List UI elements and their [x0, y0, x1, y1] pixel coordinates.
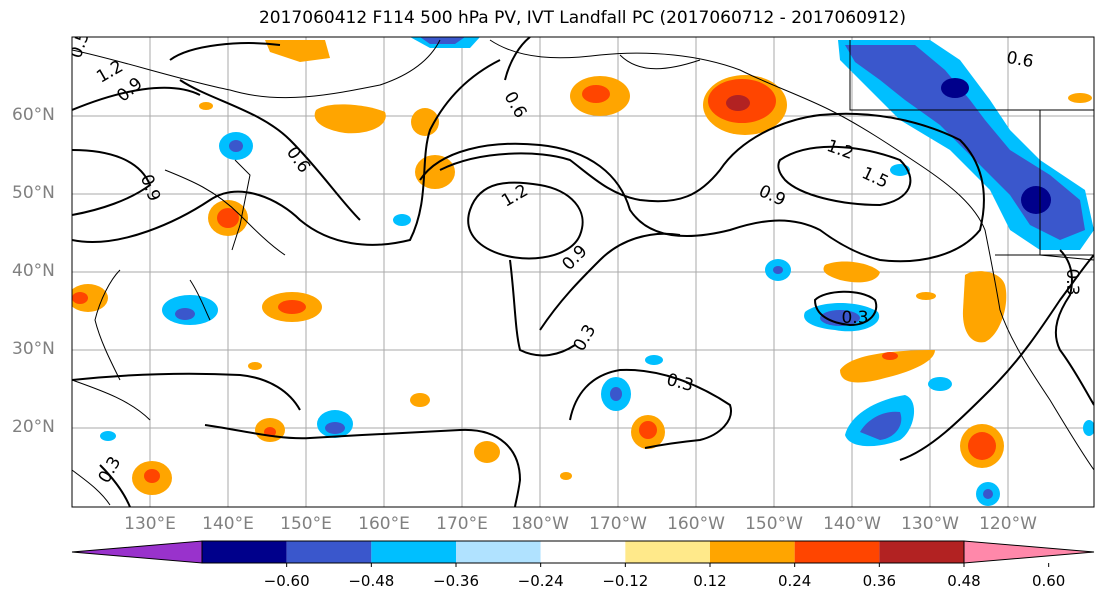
colorbar-extend-high	[963, 540, 1095, 564]
lon-label: 120°W	[979, 514, 1037, 534]
colorbar-segment	[286, 541, 372, 563]
lon-label: 130°E	[124, 514, 176, 534]
lon-label: 140°E	[202, 514, 254, 534]
colorbar-segment	[456, 541, 541, 563]
lon-label: 140°W	[823, 514, 881, 534]
lon-label: 170°E	[436, 514, 488, 534]
lat-label: 20°N	[12, 417, 55, 437]
pv-contours	[72, 37, 1094, 507]
colorbar-tick-label: −0.60	[263, 572, 310, 590]
lon-label: 180°W	[511, 514, 569, 534]
lon-label: 130°W	[901, 514, 959, 534]
colorbar-segment	[710, 541, 795, 563]
map-title: 2017060412 F114 500 hPa PV, IVT Landfall…	[258, 8, 906, 28]
lat-label: 60°N	[12, 105, 55, 125]
contour-label: 0.3	[1062, 268, 1082, 295]
lat-label: 50°N	[12, 183, 55, 203]
colorbar-tick-label: 0.12	[693, 572, 727, 590]
lon-label: 160°E	[358, 514, 410, 534]
colorbar-tick-label: −0.48	[348, 572, 395, 590]
colorbar-segment	[879, 541, 964, 563]
lon-label: 170°W	[589, 514, 647, 534]
colorbar	[71, 540, 1095, 567]
lon-label: 160°W	[667, 514, 725, 534]
contour-label: 0.6	[1005, 48, 1035, 72]
colorbar-tick-label: 0.36	[862, 572, 897, 590]
lon-label: 150°E	[280, 514, 332, 534]
colorbar-tick-label: 0.24	[777, 572, 812, 590]
lon-label: 150°W	[745, 514, 803, 534]
colorbar-segment	[794, 541, 880, 563]
colorbar-segment	[625, 541, 710, 563]
colorbar-tick-label: −0.12	[602, 572, 649, 590]
colorbar-tick-label: 0.48	[947, 572, 981, 590]
coastlines	[72, 39, 1094, 506]
lat-label: 40°N	[12, 261, 55, 281]
contour-label: 0.3	[841, 308, 868, 328]
colorbar-extend-low	[71, 540, 203, 564]
colorbar-tick-label: −0.24	[517, 572, 564, 590]
colorbar-segment	[371, 541, 456, 563]
lat-label: 30°N	[12, 339, 55, 359]
colorbar-tick-label: 0.60	[1031, 572, 1066, 590]
colorbar-segment	[540, 541, 626, 563]
colorbar-segment	[202, 541, 287, 563]
positive-anomaly-shading	[72, 40, 1092, 495]
colorbar-tick-label: −0.36	[433, 572, 479, 590]
negative-anomaly-shading	[100, 37, 1094, 506]
